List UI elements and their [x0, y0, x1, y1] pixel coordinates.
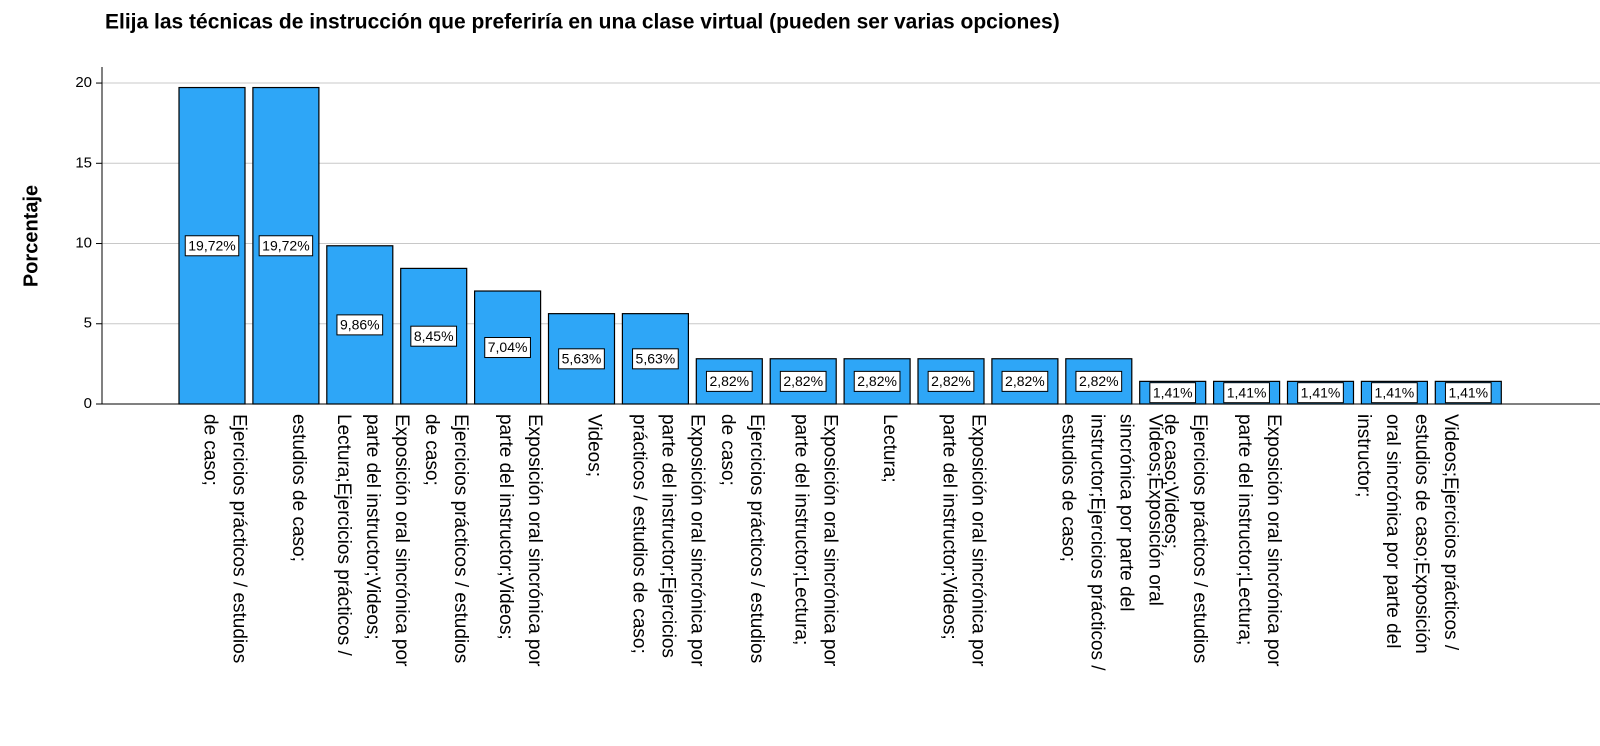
x-tick-label: Videos;Ejercicios prácticos / [1440, 414, 1461, 651]
value-label: 1,41% [1227, 384, 1267, 400]
value-label-box [558, 348, 605, 370]
value-label-box [705, 370, 753, 392]
value-label-box [336, 314, 384, 336]
x-tick-label: parte del instructor;Videos; [362, 414, 383, 640]
x-tick-label: instructor;Ejercicios prácticos / [1086, 414, 1107, 671]
value-label-box [1297, 382, 1344, 404]
x-tick-label: Exposición oral sincrónica por [524, 414, 545, 667]
chart-title: Elija las técnicas de instrucción que pr… [105, 11, 1060, 34]
value-label: 1,41% [1448, 384, 1488, 400]
value-label-box [258, 235, 314, 257]
value-label: 7,04% [488, 339, 528, 355]
x-tick-label: parte del instructor;Lectura; [1234, 414, 1255, 645]
x-tick-label: Ejercicios prácticos / estudios [228, 414, 249, 663]
x-tick-label: Videos;Exposición oral [1144, 414, 1165, 606]
x-tick-label: prácticos / estudios de caso; [628, 414, 649, 654]
x-tick-label: de caso;Videos; [1160, 414, 1181, 549]
value-label-box [1001, 370, 1049, 392]
value-label: 1,41% [1301, 384, 1341, 400]
value-label-box [184, 235, 240, 257]
y-tick-label: 0 [84, 395, 92, 412]
value-label: 2,82% [1005, 373, 1045, 389]
x-tick-label: instructor; [1353, 414, 1374, 497]
x-tick-label: Exposición oral sincrónica por [1263, 414, 1284, 667]
value-label: 9,86% [340, 317, 380, 333]
value-label: 1,41% [1375, 384, 1415, 400]
value-label-box [632, 348, 679, 370]
value-label-box [779, 370, 827, 392]
x-tick-label: Lectura;Ejercicios prácticos / [333, 414, 354, 657]
value-label-box [927, 370, 975, 392]
y-tick-label: 20 [75, 74, 92, 91]
value-label: 2,82% [1079, 373, 1119, 389]
x-tick-label: sincrónica por parte del [1115, 414, 1136, 612]
x-tick-label: Lectura; [879, 414, 900, 483]
x-tick-label: parte del instructor;Videos; [495, 414, 516, 640]
x-tick-label: parte del instructor;Videos; [938, 414, 959, 640]
value-label-box [853, 370, 901, 392]
x-tick-label: estudios de caso;Exposición [1411, 414, 1432, 654]
x-tick-label: Exposición oral sincrónica por [391, 414, 412, 667]
value-label: 19,72% [262, 237, 309, 253]
x-tick-label: Exposición oral sincrónica por [686, 414, 707, 667]
value-label-box [1444, 382, 1492, 404]
x-tick-label: parte del instructor;Lectura; [791, 414, 812, 645]
y-tick-label: 10 [75, 234, 92, 251]
x-tick-label: estudios de caso; [1057, 414, 1078, 562]
x-tick-label: Exposición oral sincrónica por [820, 414, 841, 667]
value-label: 5,63% [562, 351, 602, 367]
value-label: 5,63% [636, 351, 676, 367]
value-label-box [1149, 382, 1197, 404]
x-tick-label: de caso; [199, 414, 220, 486]
x-tick-label: oral sincrónica por parte del [1382, 414, 1403, 648]
y-tick-label: 15 [75, 154, 92, 171]
value-label: 2,82% [931, 373, 971, 389]
x-tick-label: de caso; [717, 414, 738, 486]
x-tick-label: de caso; [421, 414, 442, 486]
x-tick-label: Exposición oral sincrónica por [967, 414, 988, 667]
value-label: 2,82% [857, 373, 897, 389]
value-label-box [1075, 370, 1123, 392]
y-axis-label: Porcentaje [20, 185, 42, 287]
value-label: 2,82% [783, 373, 823, 389]
value-label: 1,41% [1153, 384, 1193, 400]
x-tick-label: Videos; [583, 414, 604, 477]
value-label: 8,45% [414, 328, 454, 344]
value-label-box [1223, 382, 1270, 404]
value-label: 19,72% [188, 237, 235, 253]
value-label-box [484, 337, 531, 359]
x-tick-label: Ejercicios prácticos / estudios [450, 414, 471, 663]
value-label-box [1371, 382, 1418, 404]
x-tick-label: Ejercicios prácticos / estudios [746, 414, 767, 663]
value-label-box [410, 325, 458, 347]
x-tick-label: parte del instructor;Ejercicios [657, 414, 678, 658]
y-tick-label: 5 [84, 315, 92, 332]
x-tick-label: estudios de caso; [288, 414, 309, 562]
value-label: 2,82% [709, 373, 749, 389]
x-tick-label: Ejercicios prácticos / estudios [1189, 414, 1210, 663]
